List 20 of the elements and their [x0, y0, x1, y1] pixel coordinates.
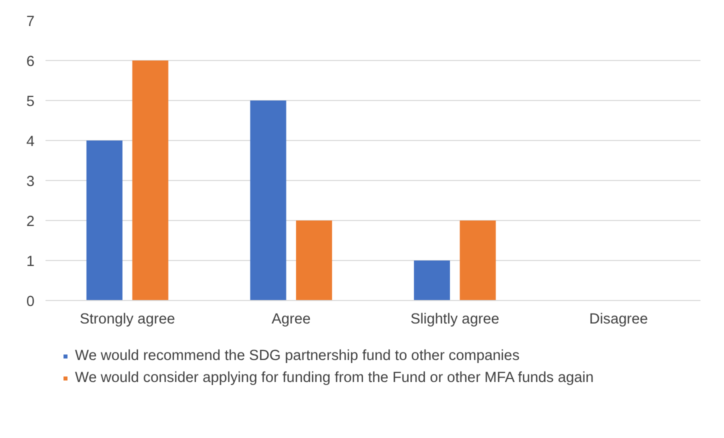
y-tick-label: 1: [26, 254, 35, 270]
bar: [414, 260, 450, 300]
bar: [460, 220, 496, 300]
y-tick-label: 2: [26, 214, 35, 230]
y-tick-label: 0: [26, 294, 35, 310]
legend-label: We would consider applying for funding from the Fund or other MFA funds again: [75, 370, 594, 386]
bar: [296, 220, 332, 300]
bar: [86, 140, 122, 300]
bar: [250, 100, 286, 300]
bar: [132, 60, 168, 300]
x-tick-label: Disagree: [589, 312, 648, 328]
x-tick-label: Slightly agree: [410, 312, 500, 328]
x-tick-label: Strongly agree: [80, 312, 176, 328]
x-tick-label: Agree: [272, 312, 311, 328]
y-tick-label: 4: [26, 134, 35, 150]
y-tick-label: 5: [26, 94, 35, 110]
legend-label: We would recommend the SDG partnership fund to other companies: [75, 348, 520, 364]
y-tick-label: 3: [26, 174, 35, 190]
y-tick-label: 7: [26, 14, 35, 30]
y-tick-label: 6: [26, 54, 35, 70]
